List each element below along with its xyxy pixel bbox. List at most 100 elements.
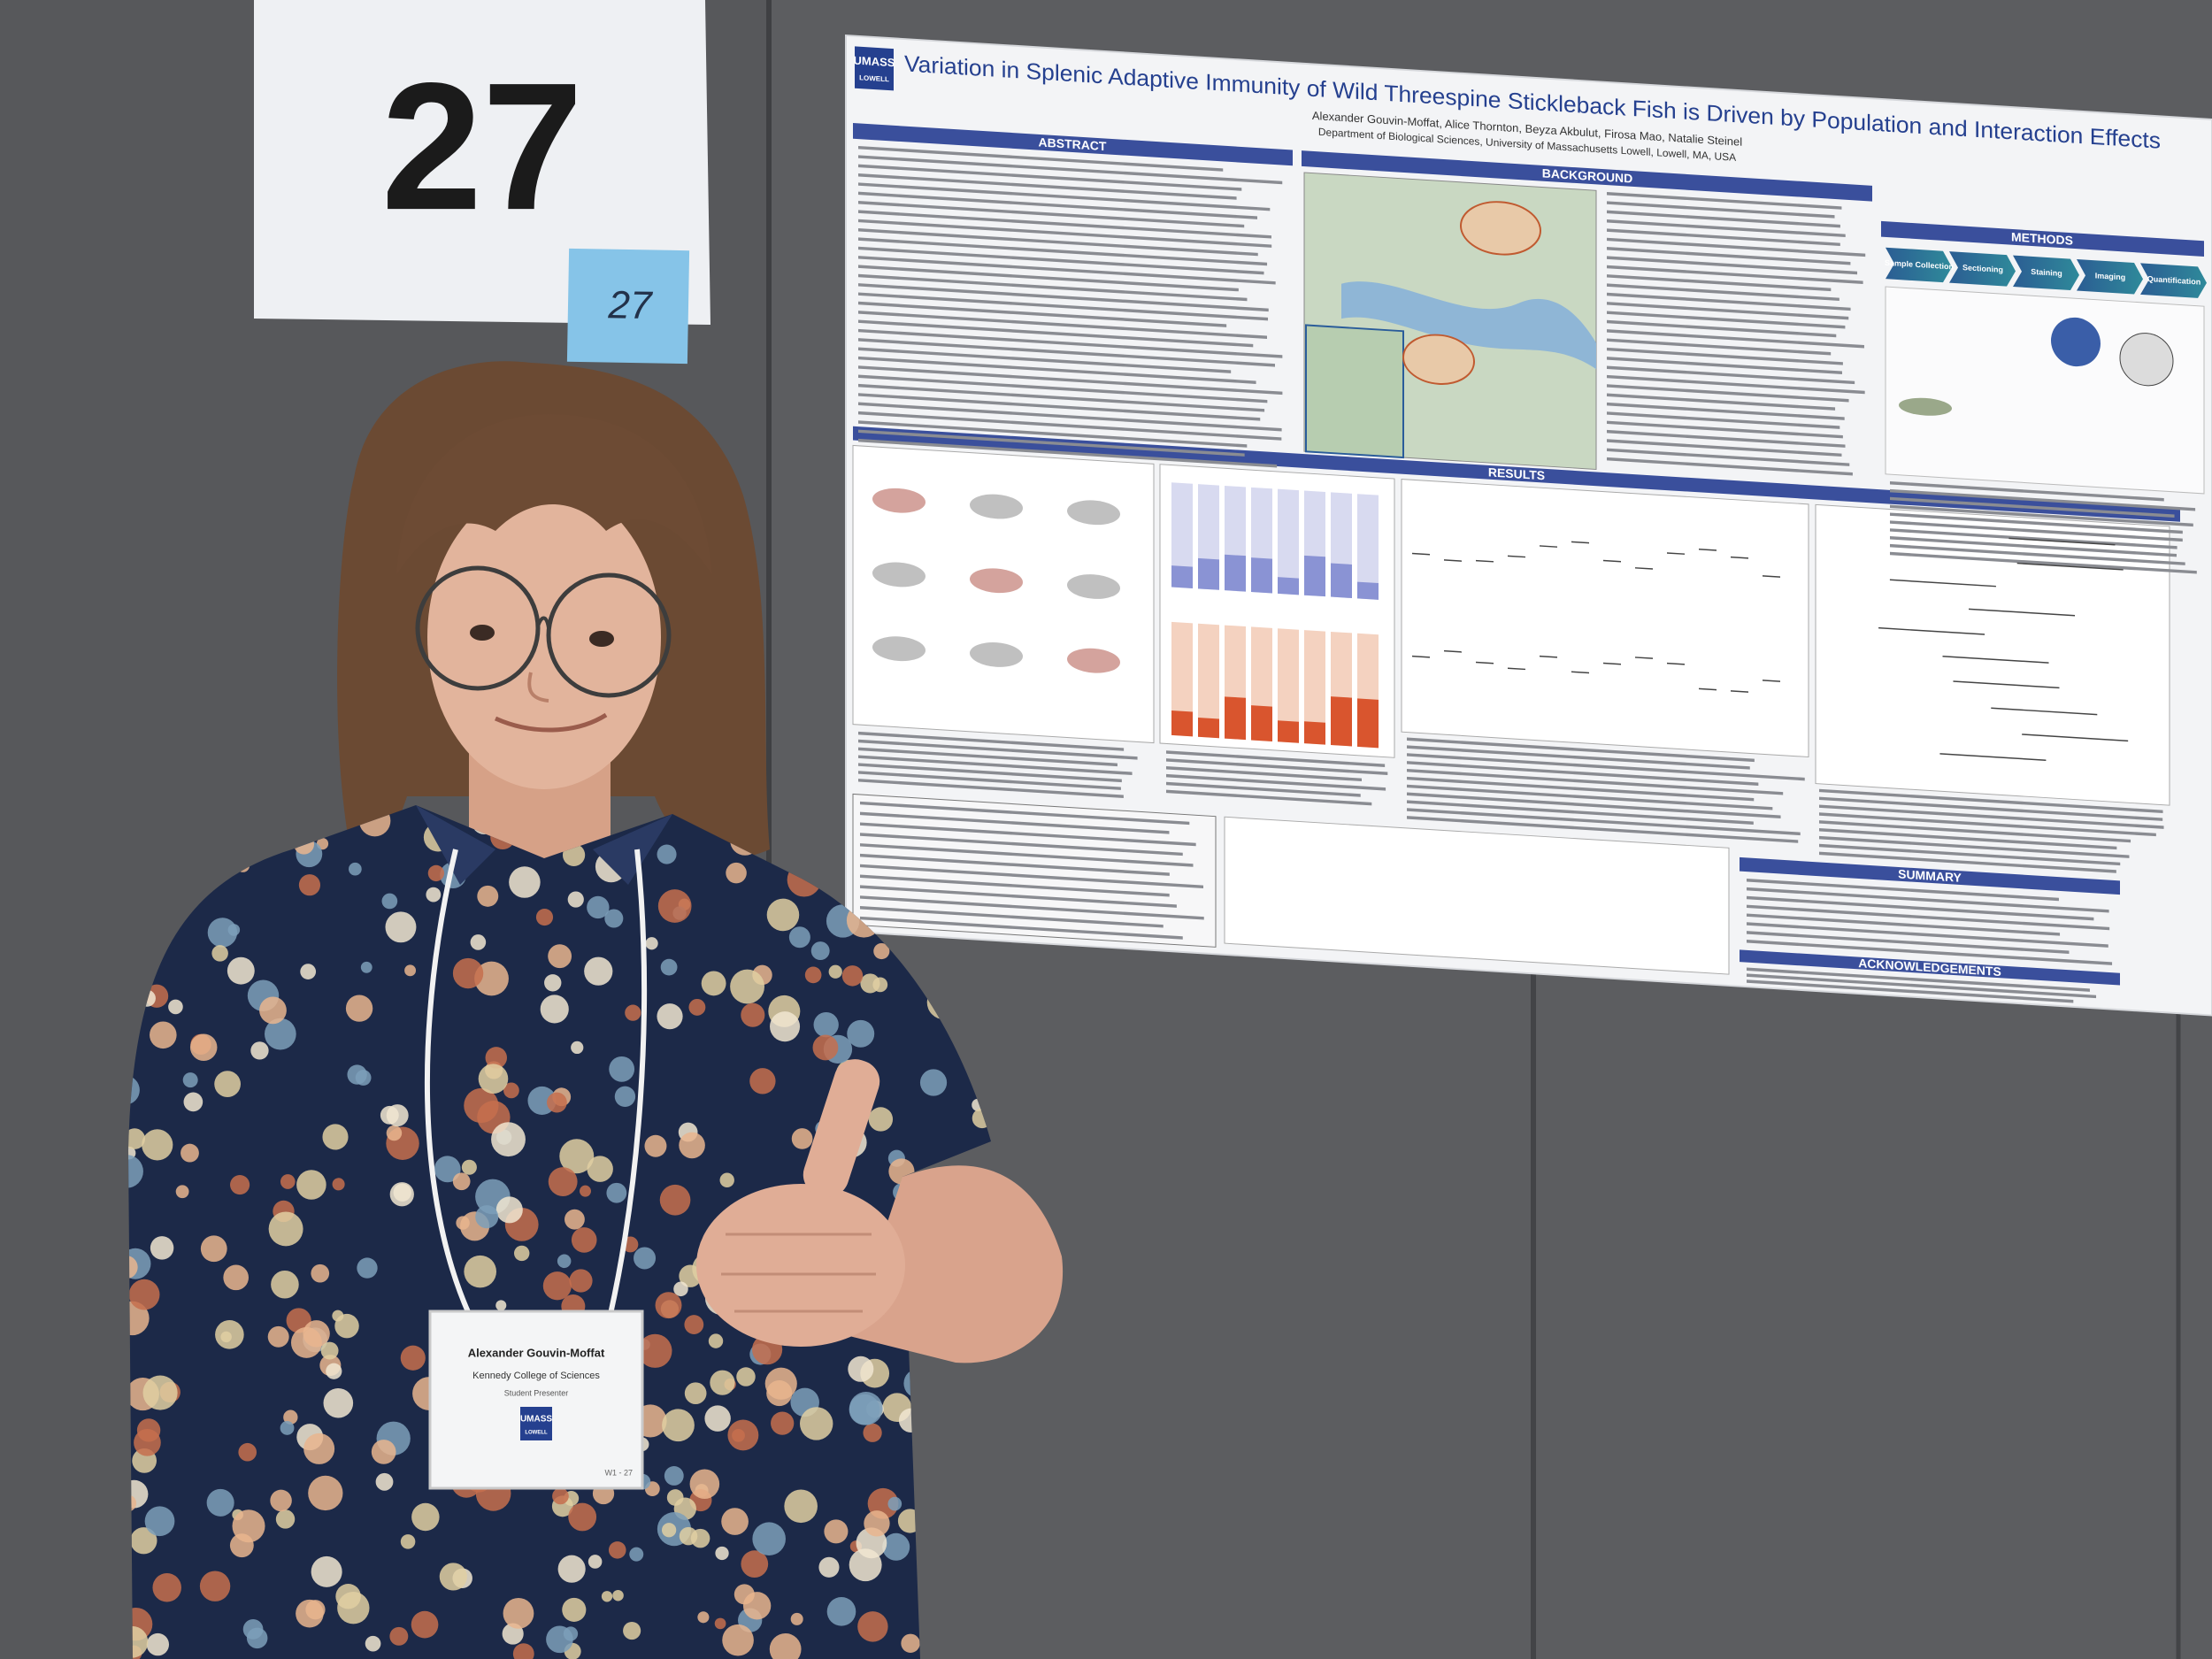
text-line xyxy=(858,365,1283,396)
flower xyxy=(848,1356,874,1382)
flower xyxy=(268,1211,303,1247)
flower xyxy=(464,1255,497,1288)
flower xyxy=(180,1143,199,1163)
error-bar xyxy=(1603,559,1621,563)
text-line xyxy=(1607,429,1846,448)
error-bar xyxy=(1763,575,1780,578)
text-line xyxy=(1607,311,1846,329)
face xyxy=(427,485,661,789)
flower xyxy=(726,862,747,884)
text-line xyxy=(1607,411,1840,429)
flower xyxy=(200,1235,227,1263)
flower xyxy=(887,1496,902,1511)
flower xyxy=(311,1263,330,1283)
flower xyxy=(552,1487,569,1505)
flower xyxy=(452,1172,471,1191)
section-bar xyxy=(853,122,1293,166)
text-line xyxy=(1607,274,1832,292)
error-bar xyxy=(1412,552,1430,556)
text-line xyxy=(1607,192,1842,210)
text-line xyxy=(860,822,1196,847)
equation-box xyxy=(852,793,1217,948)
text-line xyxy=(1819,851,2116,873)
flower xyxy=(547,1092,567,1113)
flower xyxy=(267,1325,289,1348)
text-line xyxy=(858,402,1282,432)
flower xyxy=(386,1125,403,1141)
flower xyxy=(548,1167,578,1196)
flower xyxy=(661,1523,677,1538)
text-line xyxy=(860,843,1194,867)
flower xyxy=(791,1128,813,1149)
method-step xyxy=(1886,247,1952,283)
flower xyxy=(385,911,417,943)
text-line xyxy=(1607,210,1840,228)
text-line xyxy=(1607,448,1850,466)
flower xyxy=(168,999,183,1015)
text-line xyxy=(1819,820,2131,843)
flower xyxy=(715,1546,729,1561)
fist xyxy=(696,1184,905,1347)
flower xyxy=(215,1320,244,1349)
flower xyxy=(389,1626,409,1646)
flower xyxy=(275,1509,296,1529)
error-bar xyxy=(1699,687,1717,691)
text-line xyxy=(858,191,1258,219)
flower xyxy=(847,1019,875,1048)
flower xyxy=(719,1172,734,1187)
method-step xyxy=(2077,258,2143,295)
flower xyxy=(495,1196,523,1224)
flower xyxy=(223,1264,249,1291)
text-line xyxy=(860,864,1204,889)
flower xyxy=(644,1134,667,1157)
flower xyxy=(434,1156,461,1183)
flower xyxy=(322,1124,349,1150)
pca-cluster xyxy=(970,568,1023,594)
text-line xyxy=(858,411,1282,441)
text-line xyxy=(858,283,1269,312)
flower xyxy=(142,1129,173,1161)
text-line xyxy=(1607,402,1845,420)
flower xyxy=(411,1610,439,1639)
pca-cluster xyxy=(872,488,926,513)
flower xyxy=(841,965,864,987)
flower xyxy=(608,1541,626,1559)
emm-bar xyxy=(1942,655,2049,664)
text-line xyxy=(1819,843,2121,866)
text-line xyxy=(1747,904,2110,931)
flower xyxy=(657,844,677,864)
flower xyxy=(142,1375,178,1410)
flower xyxy=(128,1479,149,1509)
flower xyxy=(452,957,484,989)
flower xyxy=(509,866,541,898)
flower xyxy=(771,1411,795,1435)
method-step-label: Sectioning xyxy=(1962,263,2003,274)
flower xyxy=(688,998,706,1016)
flower xyxy=(503,1082,519,1099)
flower xyxy=(824,1519,849,1544)
error-bar xyxy=(1540,545,1557,548)
flower xyxy=(360,961,373,973)
flower xyxy=(634,1247,657,1270)
flower xyxy=(242,1619,264,1640)
text-line xyxy=(1819,835,2130,858)
text-line xyxy=(858,771,1121,790)
text-line xyxy=(858,311,1268,339)
text-line xyxy=(1819,788,2163,814)
text-line xyxy=(1607,357,1842,374)
flower xyxy=(544,974,562,992)
section-header: METHODS xyxy=(2011,229,2073,247)
prevalence-bar xyxy=(1198,718,1219,739)
text-line xyxy=(1819,796,2163,821)
flower xyxy=(175,1185,189,1199)
text-line xyxy=(858,155,1283,185)
error-bar xyxy=(1635,657,1653,659)
error-bar xyxy=(1699,548,1717,551)
sticky-note xyxy=(566,248,690,365)
flower xyxy=(227,956,255,985)
method-step-label: Sample Collection xyxy=(1885,258,1954,272)
text-line xyxy=(1890,543,2185,565)
flower xyxy=(662,1409,695,1442)
text-line xyxy=(1166,758,1388,775)
flower xyxy=(721,1508,749,1535)
